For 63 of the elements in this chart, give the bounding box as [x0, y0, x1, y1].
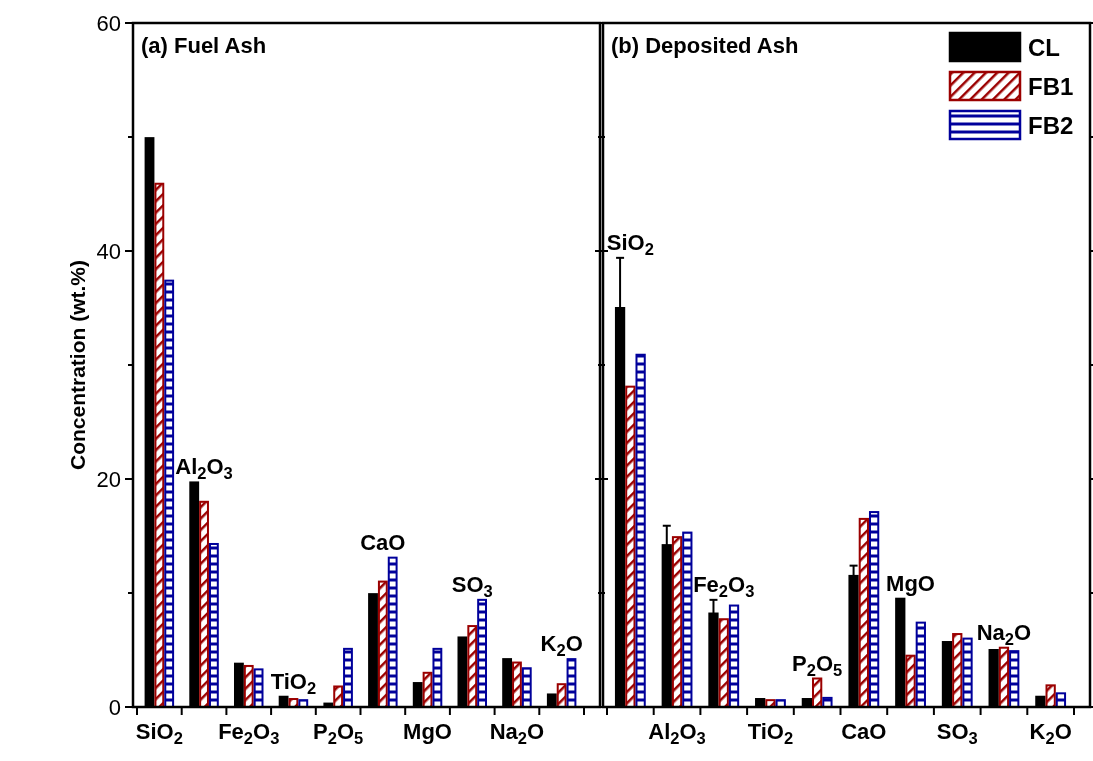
bar: [556, 683, 567, 708]
bar: [253, 668, 264, 708]
bar: [718, 618, 729, 708]
bar: [512, 661, 522, 708]
bar: [812, 677, 823, 708]
legend-label: FB2: [1028, 112, 1074, 139]
bar: [387, 556, 398, 708]
y-tick-label: 60: [96, 10, 121, 36]
annotation: MgO: [886, 570, 935, 596]
bar: [728, 604, 740, 708]
bar: [998, 646, 1010, 708]
bar: [1009, 650, 1020, 708]
bar: [625, 385, 636, 708]
annotation: TiO$_{2}$: [270, 668, 317, 697]
bar: [208, 542, 219, 708]
annotation: Na$_{2}$O: [976, 619, 1032, 648]
bar: [164, 279, 175, 708]
bar: [822, 696, 833, 708]
x-tick-label: SO$_{3}$: [936, 719, 978, 748]
legend-label: CL: [1028, 34, 1060, 61]
bar: [243, 664, 254, 708]
bar: [962, 637, 973, 708]
x-tick-label: TiO$_{2}$: [747, 719, 794, 748]
bar: [477, 598, 487, 708]
bar: [377, 580, 388, 708]
bar: [521, 667, 532, 708]
bar: [154, 182, 165, 708]
bar: [858, 517, 869, 708]
bar: [905, 654, 916, 708]
annotation: K$_{2}$O: [540, 631, 583, 660]
y-tick-label: 40: [96, 238, 121, 264]
bar: [333, 685, 344, 708]
bar: [671, 536, 683, 708]
x-tick-label: Fe$_{2}$O$_{3}$: [218, 719, 280, 748]
annotation: CaO: [360, 529, 406, 555]
bar: [915, 621, 926, 708]
annotation: P$_{2}$O$_{5}$: [792, 650, 843, 679]
x-tick-label: MgO: [403, 719, 452, 744]
legend-label: FB1: [1028, 73, 1074, 100]
y-axis-title: Concentration (wt.%): [66, 260, 89, 470]
x-tick-label: K$_{2}$O: [1029, 719, 1072, 748]
x-tick-label: SiO$_{2}$: [135, 719, 183, 748]
y-tick-label: 0: [108, 694, 121, 720]
annotation: SiO$_{2}$: [606, 229, 654, 258]
text: (a) Fuel Ash: [141, 33, 267, 58]
bar: [1045, 684, 1056, 708]
text: (b) Deposited Ash: [611, 33, 799, 58]
bar: [343, 647, 353, 708]
x-tick-label: CaO: [841, 719, 887, 744]
y-tick-label: 20: [96, 466, 121, 492]
bar: [682, 531, 693, 708]
x-tick-label: Al$_{2}$O$_{3}$: [648, 719, 706, 748]
bar: [467, 625, 478, 708]
x-tick-label: Na$_{2}$O: [489, 719, 545, 748]
bar: [635, 353, 646, 708]
bar: [199, 500, 209, 708]
annotation: Fe$_{2}$O$_{3}$: [693, 571, 755, 600]
annotation: SO$_{3}$: [451, 571, 493, 600]
bar: [432, 647, 443, 708]
annotation: Al$_{2}$O$_{3}$: [175, 454, 233, 483]
x-tick-label: P$_{2}$O$_{5}$: [313, 719, 364, 748]
bar: [868, 511, 880, 708]
bar: [952, 633, 963, 708]
